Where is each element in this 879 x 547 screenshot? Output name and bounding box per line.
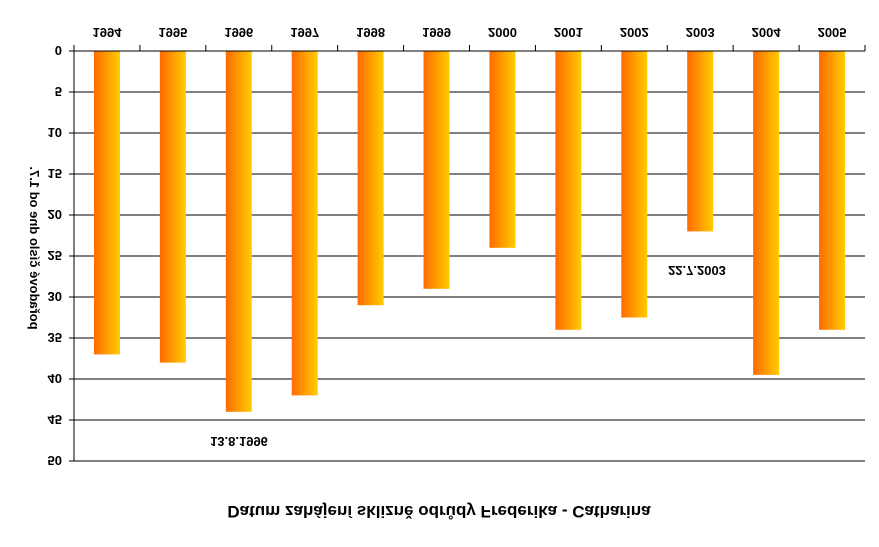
category-label: 1997 [290, 25, 319, 40]
y-axis-title: pořadové číslo dne od 1.7. [27, 166, 42, 329]
y-tick-label: 35 [48, 330, 62, 345]
annotation-label: 22.7.2003 [668, 263, 726, 278]
annotations: 13.8.1996 22.7.2003 [210, 263, 726, 449]
category-label: 1999 [422, 25, 451, 40]
category-label: 2001 [554, 25, 583, 40]
y-tick-labels: 0 5 10 15 20 25 30 35 40 45 50 [48, 43, 62, 468]
y-tick-label: 20 [48, 207, 62, 222]
category-label: 2005 [818, 25, 847, 40]
bar-2003 [687, 51, 714, 232]
bar-1995 [159, 51, 186, 363]
bar-2002 [621, 51, 648, 318]
category-labels: 1994 1995 1996 1997 1998 1999 2000 2001 2002 2003… [92, 25, 846, 40]
y-tick-label: 10 [48, 125, 62, 140]
y-tick-label: 15 [48, 166, 62, 181]
category-label: 1996 [224, 25, 253, 40]
category-label: 2000 [488, 25, 517, 40]
category-label: 2003 [686, 25, 715, 40]
bar-1997 [291, 51, 318, 396]
bar-1994 [93, 51, 120, 355]
category-label: 1998 [356, 25, 385, 40]
y-tick-label: 25 [48, 248, 62, 263]
category-label: 1995 [158, 25, 187, 40]
bar-2000 [489, 51, 516, 248]
y-tick-label: 45 [48, 412, 62, 427]
annotation-label: 13.8.1996 [210, 434, 268, 449]
bar-2001 [555, 51, 582, 330]
bar-1999 [423, 51, 450, 289]
gridlines [74, 91, 865, 462]
category-label: 2002 [620, 25, 649, 40]
y-tick-label: 40 [48, 371, 62, 386]
y-tick-label: 30 [48, 289, 62, 304]
bar-2005 [819, 51, 846, 330]
y-tick-label: 5 [55, 84, 62, 99]
bar-1996 [225, 51, 252, 412]
y-tick-label: 50 [48, 453, 62, 468]
y-tick-label: 0 [55, 43, 62, 58]
bar-1998 [357, 51, 384, 306]
chart-title: Datum zahájení sklizně odrůdy Frederika … [227, 502, 651, 521]
category-label: 2004 [752, 25, 782, 40]
bars [93, 51, 846, 412]
axes [69, 45, 866, 462]
category-label: 1994 [92, 25, 122, 40]
bar-2004 [753, 51, 780, 375]
